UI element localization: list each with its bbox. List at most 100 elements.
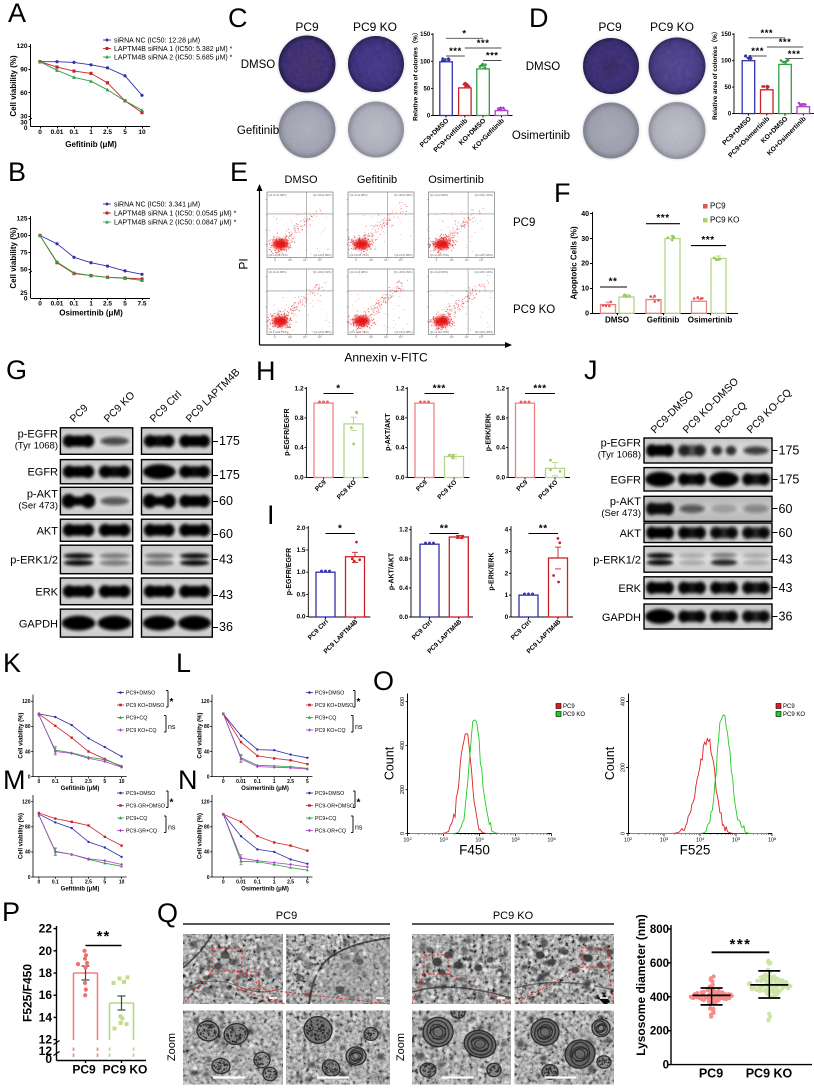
- svg-text:80: 80: [25, 724, 31, 730]
- svg-text:p-EGFR: p-EGFR: [601, 438, 641, 450]
- svg-text:400: 400: [400, 741, 406, 750]
- svg-text:GAPDH: GAPDH: [19, 619, 58, 631]
- svg-text:PC9 KO: PC9 KO: [537, 479, 559, 501]
- svg-text:p-EGFR: p-EGFR: [18, 429, 58, 441]
- svg-text:105: 105: [732, 836, 741, 844]
- svg-text:F450: F450: [459, 843, 490, 858]
- svg-text:0: 0: [222, 779, 225, 785]
- svg-text:12: 12: [39, 1033, 53, 1047]
- svg-text:0.1: 0.1: [52, 779, 59, 785]
- svg-text:20: 20: [39, 944, 53, 958]
- svg-text:120: 120: [201, 800, 210, 806]
- svg-text:60: 60: [219, 494, 233, 508]
- svg-text:***: ***: [477, 38, 490, 49]
- svg-text:K: K: [3, 648, 21, 678]
- svg-text:7.5: 7.5: [137, 301, 146, 308]
- svg-text:PC9-OR+DMSO: PC9-OR+DMSO: [315, 803, 354, 809]
- svg-text:10⁵: 10⁵: [479, 335, 483, 339]
- svg-text:0: 0: [355, 335, 357, 339]
- svg-text:PC9: PC9: [415, 479, 429, 493]
- svg-text:Q1-LR(1.88%): Q1-LR(1.88%): [313, 330, 331, 334]
- svg-text:104: 104: [696, 836, 705, 844]
- svg-text:1.2: 1.2: [399, 527, 408, 534]
- svg-text:43: 43: [219, 553, 233, 567]
- svg-text:400: 400: [621, 697, 627, 706]
- svg-text:O: O: [373, 666, 394, 696]
- svg-text:0.01: 0.01: [236, 779, 246, 785]
- svg-text:10⁴: 10⁴: [303, 258, 308, 262]
- svg-text:0.1: 0.1: [254, 779, 261, 785]
- svg-text:10⁵: 10⁵: [318, 335, 322, 339]
- svg-text:0.01: 0.01: [236, 880, 246, 886]
- svg-text:0.5: 0.5: [296, 591, 305, 598]
- svg-text:*: *: [357, 798, 361, 809]
- svg-text:1: 1: [89, 301, 93, 308]
- svg-text:**: **: [97, 928, 111, 945]
- svg-text:Q1-LR(1.88%): Q1-LR(1.88%): [475, 253, 493, 257]
- svg-text:175: 175: [779, 444, 800, 458]
- svg-text:PC9 KO: PC9 KO: [436, 479, 458, 501]
- svg-text:Count: Count: [603, 746, 617, 780]
- svg-text:F: F: [554, 178, 571, 208]
- svg-text:Q1-LR(1.88%): Q1-LR(1.88%): [313, 253, 331, 257]
- svg-text:PC9 KO: PC9 KO: [710, 216, 739, 225]
- svg-text:0: 0: [400, 832, 406, 835]
- svg-text:1.2: 1.2: [395, 385, 404, 392]
- svg-text:3: 3: [505, 549, 509, 556]
- svg-text:0: 0: [45, 1052, 52, 1066]
- svg-text:100: 100: [721, 59, 732, 65]
- svg-text:Lysosome diameter (nm): Lysosome diameter (nm): [634, 914, 648, 1056]
- svg-text:104: 104: [475, 836, 484, 844]
- svg-text:DMSO: DMSO: [241, 59, 276, 71]
- svg-text:60: 60: [219, 527, 233, 541]
- svg-text:175: 175: [219, 468, 240, 482]
- svg-text:GAPDH: GAPDH: [602, 612, 641, 624]
- svg-text:1: 1: [70, 779, 73, 785]
- svg-text:1: 1: [505, 592, 509, 599]
- svg-text:Q1-UR(1.39%): Q1-UR(1.39%): [313, 270, 332, 274]
- svg-text:F525/F450: F525/F450: [21, 964, 35, 1022]
- svg-text:10: 10: [581, 286, 589, 293]
- svg-text:siRNA NC (IC50: 12.28 μM): siRNA NC (IC50: 12.28 μM): [114, 37, 200, 44]
- svg-text:PC9 KO: PC9 KO: [513, 304, 555, 316]
- svg-text:10: 10: [119, 880, 125, 886]
- svg-text:Cell viability (%): Cell viability (%): [9, 55, 18, 117]
- svg-text:0: 0: [427, 114, 431, 120]
- svg-text:ns: ns: [168, 825, 176, 832]
- svg-text:106: 106: [547, 836, 556, 844]
- svg-text:0.1: 0.1: [69, 129, 78, 136]
- svg-text:Osimertinib: Osimertinib: [512, 130, 570, 142]
- svg-text:60: 60: [779, 526, 793, 540]
- svg-text:AKT: AKT: [620, 528, 642, 540]
- svg-text:Q: Q: [157, 898, 178, 928]
- svg-text:Gefitinib (μM): Gefitinib (μM): [61, 786, 100, 792]
- svg-text:LAPTM4B siRNA 1 (IC50: 0.0545: LAPTM4B siRNA 1 (IC50: 0.0545 μM) *: [114, 210, 237, 217]
- svg-text:PC9: PC9: [563, 704, 575, 710]
- svg-text:25: 25: [20, 290, 28, 297]
- svg-text:LAPTM4B siRNA 1 (IC50: 5.382 μ: LAPTM4B siRNA 1 (IC50: 5.382 μM) *: [114, 46, 233, 53]
- svg-text:43: 43: [219, 588, 233, 602]
- svg-text:5: 5: [306, 779, 309, 785]
- svg-text:PC9 KO+DMSO: PC9 KO+DMSO: [126, 703, 164, 709]
- svg-text:0: 0: [38, 129, 42, 136]
- svg-text:0: 0: [24, 296, 28, 303]
- svg-text:*: *: [338, 524, 342, 535]
- svg-text:1.2: 1.2: [496, 385, 505, 392]
- svg-text:PC9 KO: PC9 KO: [563, 712, 585, 718]
- svg-text:PC9 KO: PC9 KO: [650, 20, 694, 34]
- svg-text:40: 40: [25, 749, 31, 755]
- svg-text:5: 5: [306, 880, 309, 886]
- svg-text:Q1-LR(1.88%): Q1-LR(1.88%): [394, 253, 412, 257]
- svg-text:***: ***: [449, 46, 462, 57]
- svg-text:PI: PI: [237, 258, 251, 269]
- svg-text:106: 106: [768, 836, 777, 844]
- svg-text:PC9: PC9: [314, 479, 328, 493]
- svg-text:PC9+DMSO: PC9+DMSO: [315, 690, 344, 696]
- svg-text:LAPTM4B siRNA 2 (IC50: 5.685 μ: LAPTM4B siRNA 2 (IC50: 5.685 μM) *: [114, 54, 233, 61]
- svg-text:PC9+CQ: PC9+CQ: [126, 715, 147, 721]
- svg-text:p-AKT: p-AKT: [27, 489, 58, 501]
- svg-text:200: 200: [621, 763, 627, 772]
- svg-text:PC9+CQ: PC9+CQ: [315, 816, 336, 822]
- svg-text:40: 40: [204, 749, 210, 755]
- svg-text:PC9 KO: PC9 KO: [103, 1063, 148, 1077]
